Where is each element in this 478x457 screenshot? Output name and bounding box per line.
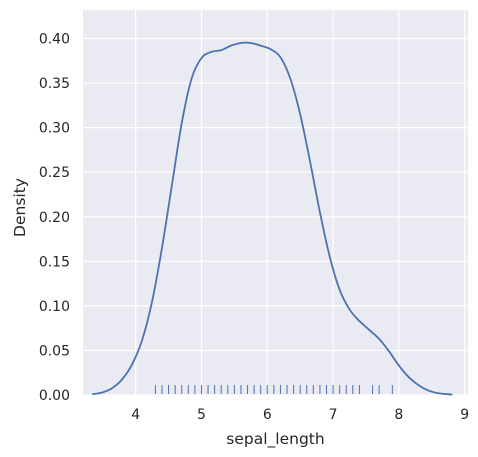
x-tick-label: 6 (263, 407, 272, 423)
y-axis-label: Density (11, 178, 29, 237)
x-tick-label: 8 (394, 407, 403, 423)
y-tick-label: 0.20 (39, 210, 70, 226)
y-tick-label: 0.05 (39, 343, 70, 359)
plot-background (83, 10, 468, 395)
y-tick-label: 0.35 (39, 76, 70, 92)
density-curve (91, 41, 453, 396)
y-tick-label: 0.10 (39, 299, 70, 315)
x-tick-label: 5 (197, 407, 206, 423)
rug-marks (154, 385, 393, 394)
x-tick-label: 9 (460, 407, 469, 423)
y-tick-label: 0.30 (39, 121, 70, 137)
x-gridlines (135, 10, 466, 395)
y-tick-label: 0.15 (39, 254, 70, 270)
y-tick-label: 0.40 (39, 32, 70, 48)
y-tick-label: 0.00 (39, 388, 70, 404)
x-tick-label: 7 (329, 407, 338, 423)
x-tick-label: 4 (131, 407, 140, 423)
y-tick-label: 0.25 (39, 165, 70, 181)
x-axis-label: sepal_length (226, 430, 324, 449)
y-tick-labels: 0.00 0.05 0.10 0.15 0.20 0.25 0.30 0.35 0.40 (39, 32, 70, 404)
y-gridlines (83, 37, 468, 396)
x-tick-labels: 4 5 6 7 8 9 (131, 407, 469, 423)
